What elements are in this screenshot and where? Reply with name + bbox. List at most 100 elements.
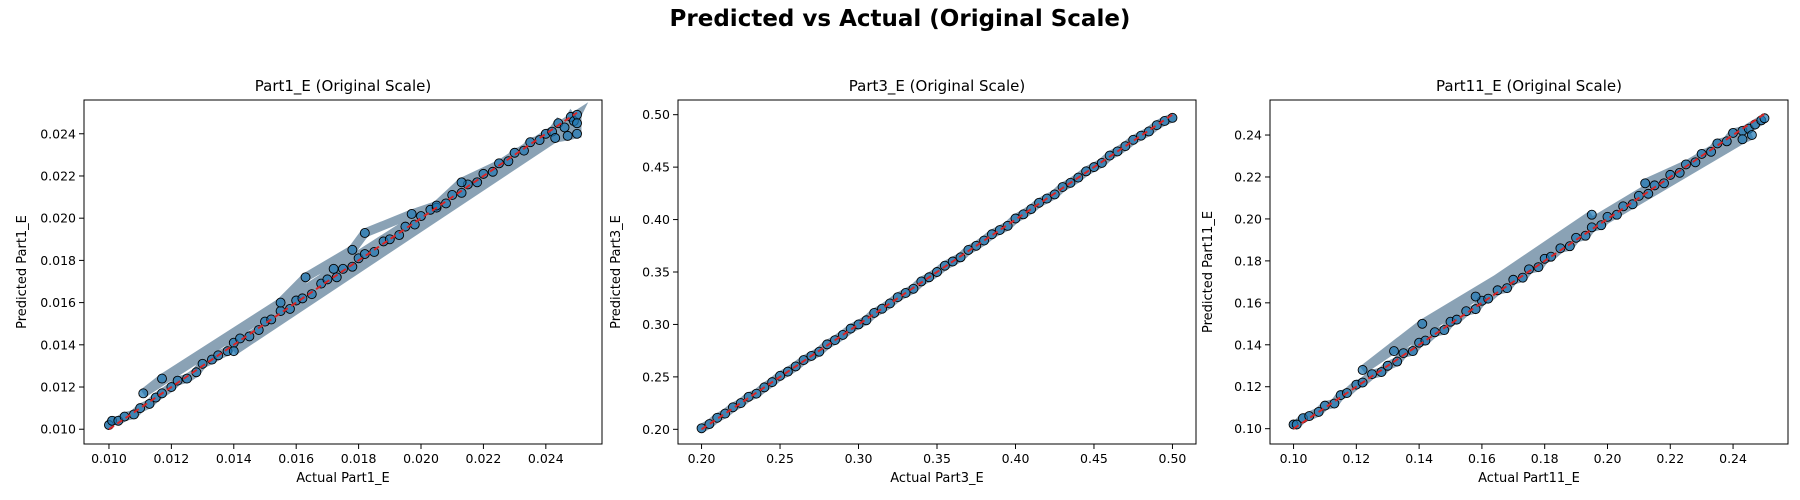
scatter-point [300, 272, 311, 283]
scatter-point [306, 289, 317, 300]
plot-area [104, 102, 589, 431]
scatter-point [1665, 169, 1676, 180]
x-tick-label: 0.20 [688, 451, 716, 466]
x-tick-label: 0.024 [528, 451, 564, 466]
scatter-point [1291, 419, 1302, 430]
axes-frame [83, 99, 603, 445]
scatter-point [138, 388, 149, 399]
subplot-part1: Part1_E (Original Scale) Actual Part1_E … [15, 77, 603, 486]
scatter-point [550, 133, 561, 143]
scatter-point [228, 346, 239, 357]
scatter-point [1417, 318, 1428, 329]
y-tick-label: 0.016 [40, 295, 76, 310]
y-tick-label: 0.30 [642, 317, 670, 332]
scatter-point [1524, 264, 1534, 275]
scatter-point [572, 118, 582, 129]
scatter-point [559, 122, 570, 133]
scatter-point [275, 297, 286, 308]
scatter-point [182, 373, 192, 384]
scatter-point [1398, 348, 1409, 359]
y-tick-label: 0.40 [642, 212, 670, 227]
scatter-point [487, 166, 498, 177]
y-tick-label: 0.14 [1234, 337, 1262, 352]
ideal-fit-line [1292, 113, 1766, 430]
scatter-point [406, 209, 417, 219]
figure-suptitle: Predicted vs Actual (Original Scale) [669, 6, 1131, 32]
scatter-point [472, 177, 483, 188]
subplot-title: Part3_E (Original Scale) [849, 77, 1025, 96]
y-tick-label: 0.020 [40, 211, 76, 226]
scatter-point [478, 168, 489, 179]
scatter-point [1470, 291, 1481, 302]
scatter-point [328, 263, 339, 274]
x-tick-label: 0.40 [1002, 451, 1030, 466]
x-tick-label: 0.012 [153, 451, 189, 466]
y-tick-label: 0.022 [40, 168, 76, 183]
subplot-part11: Part11_E (Original Scale) Actual Part11_… [1201, 77, 1789, 486]
scatter-point [1706, 146, 1717, 157]
axes-frame [1269, 99, 1789, 445]
x-tick-label: 0.12 [1342, 451, 1370, 466]
scatter-point [197, 358, 208, 369]
scatter-point [1508, 274, 1519, 285]
y-tick-label: 0.10 [1234, 421, 1262, 436]
y-tick-label: 0.024 [40, 126, 76, 141]
scatter-point [447, 190, 458, 200]
y-tick-label: 0.18 [1234, 253, 1262, 268]
scatter-point [1357, 365, 1368, 375]
scatter-point [347, 261, 358, 272]
plot-area [696, 112, 1178, 434]
y-tick-label: 0.018 [40, 253, 76, 268]
x-tick-label: 0.14 [1405, 451, 1433, 466]
x-axis-label: Actual Part1_E [296, 471, 390, 486]
scatter-point [359, 228, 370, 238]
scatter-point [172, 375, 183, 386]
scatter-point [157, 373, 167, 384]
scatter-point [1586, 209, 1597, 220]
y-tick-label: 0.010 [40, 422, 76, 437]
scatter-point [1721, 136, 1732, 147]
subplot-title: Part1_E (Original Scale) [255, 77, 431, 96]
scatter-point [1690, 157, 1701, 168]
scatter-point [845, 323, 856, 334]
scatter-point [1746, 130, 1757, 140]
scatter-point [986, 229, 997, 240]
x-tick-label: 0.30 [845, 451, 873, 466]
subplot-title: Part11_E (Original Scale) [1436, 77, 1622, 96]
y-tick-label: 0.12 [1234, 379, 1262, 394]
x-tick-label: 0.016 [278, 451, 314, 466]
axes-frame [677, 99, 1197, 445]
x-tick-label: 0.22 [1656, 451, 1684, 466]
scatter-point [562, 130, 573, 141]
y-tick-label: 0.35 [642, 265, 670, 280]
x-tick-label: 0.10 [1280, 451, 1308, 466]
y-tick-label: 0.24 [1234, 128, 1262, 143]
x-tick-label: 0.25 [766, 451, 794, 466]
x-tick-label: 0.020 [403, 451, 439, 466]
y-tick-label: 0.22 [1234, 169, 1262, 184]
scatter-point [456, 177, 467, 188]
x-axis-label: Actual Part11_E [1478, 471, 1580, 486]
y-tick-label: 0.012 [40, 380, 76, 395]
scatter-point [1580, 230, 1591, 241]
scatter-point [1407, 346, 1418, 357]
scatter-point [1640, 178, 1651, 189]
scatter-point [1681, 159, 1691, 170]
y-tick-label: 0.20 [1234, 211, 1262, 226]
scatter-point [1674, 167, 1685, 178]
scatter-point [572, 128, 582, 139]
scatter-point [1439, 325, 1450, 336]
scatter-point [1533, 262, 1544, 273]
ideal-fit-line [700, 113, 1174, 431]
x-tick-label: 0.014 [216, 451, 252, 466]
ideal-fit-line [108, 111, 578, 431]
scatter-point [1564, 241, 1575, 252]
y-axis-label: Predicted Part3_E [609, 215, 624, 329]
scatter-point [712, 412, 723, 423]
scatter-point [322, 274, 333, 285]
scatter-point [347, 244, 358, 255]
scatter-point [1649, 180, 1660, 191]
scatter-point [503, 156, 514, 167]
x-tick-label: 0.010 [91, 451, 127, 466]
